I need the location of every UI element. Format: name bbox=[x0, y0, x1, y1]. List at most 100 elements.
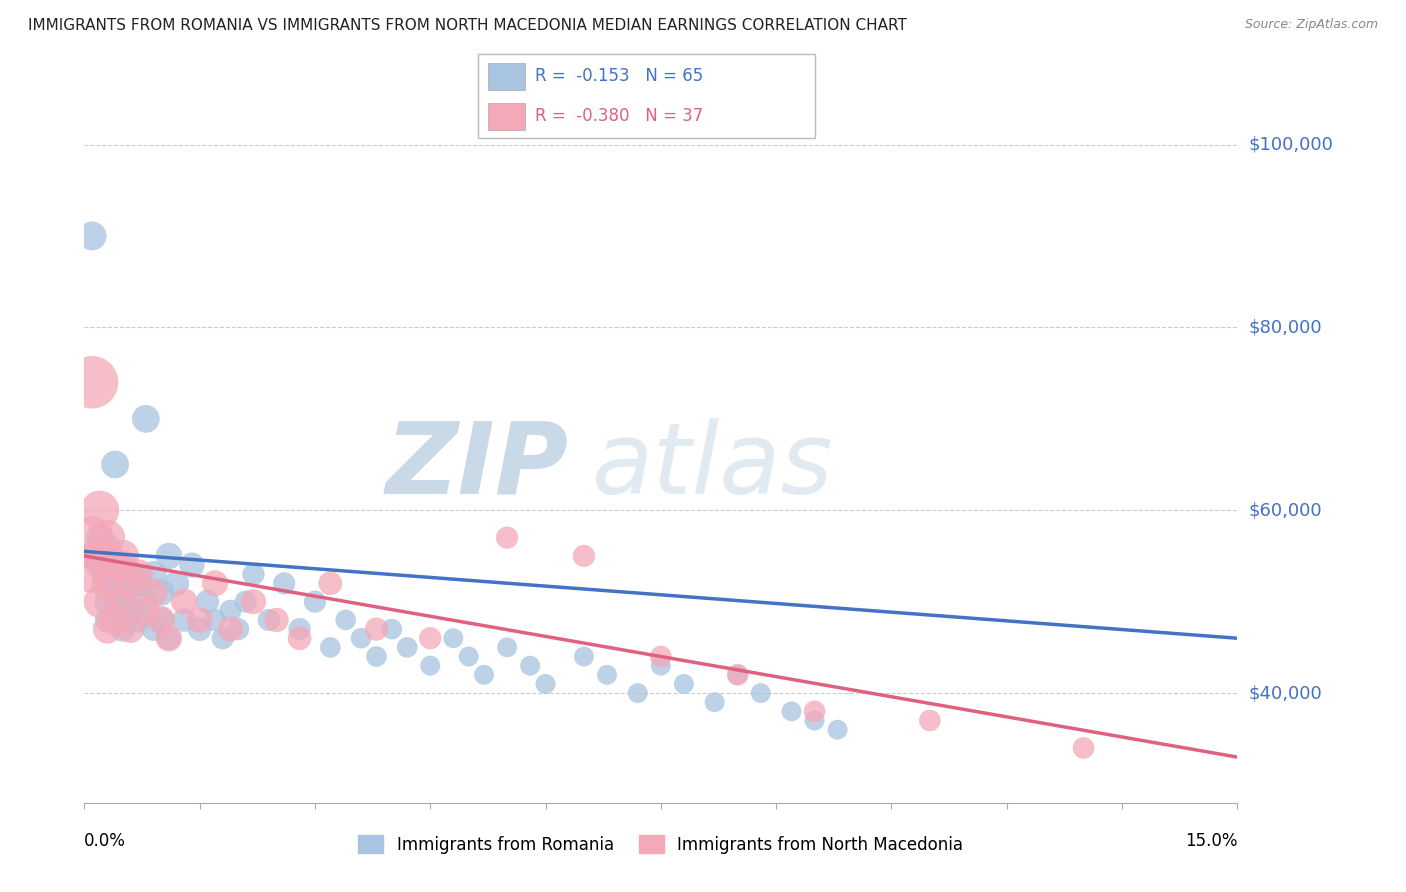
Text: R =  -0.380   N = 37: R = -0.380 N = 37 bbox=[536, 107, 703, 125]
Point bbox=[396, 640, 419, 655]
Point bbox=[381, 622, 404, 636]
Point bbox=[780, 704, 803, 718]
Point bbox=[257, 613, 280, 627]
Point bbox=[96, 613, 118, 627]
Point bbox=[104, 576, 127, 591]
Point bbox=[534, 677, 557, 691]
Point bbox=[211, 631, 233, 645]
Point bbox=[173, 594, 195, 608]
Point bbox=[111, 549, 134, 563]
Point bbox=[827, 723, 849, 737]
Point bbox=[496, 640, 519, 655]
Point bbox=[703, 695, 725, 709]
Point bbox=[96, 567, 118, 582]
Point bbox=[111, 594, 134, 608]
Point bbox=[104, 604, 127, 618]
Point bbox=[273, 576, 295, 591]
Point bbox=[472, 667, 495, 681]
Point bbox=[120, 622, 142, 636]
Point bbox=[366, 622, 388, 636]
Point bbox=[304, 594, 326, 608]
Point bbox=[419, 631, 441, 645]
Point bbox=[188, 622, 211, 636]
Point bbox=[127, 567, 149, 582]
Point bbox=[96, 540, 118, 554]
Point bbox=[96, 576, 118, 591]
Point bbox=[572, 649, 595, 664]
Point bbox=[519, 658, 541, 673]
Text: IMMIGRANTS FROM ROMANIA VS IMMIGRANTS FROM NORTH MACEDONIA MEDIAN EARNINGS CORRE: IMMIGRANTS FROM ROMANIA VS IMMIGRANTS FR… bbox=[28, 18, 907, 33]
Point bbox=[1073, 740, 1095, 755]
Text: $60,000: $60,000 bbox=[1249, 501, 1322, 519]
Point bbox=[89, 558, 111, 573]
Point bbox=[157, 631, 180, 645]
Point bbox=[80, 567, 103, 582]
Legend: Immigrants from Romania, Immigrants from North Macedonia: Immigrants from Romania, Immigrants from… bbox=[352, 829, 970, 860]
Point bbox=[173, 613, 195, 627]
Point bbox=[166, 576, 188, 591]
Point bbox=[242, 594, 264, 608]
Point bbox=[672, 677, 695, 691]
Text: R =  -0.153   N = 65: R = -0.153 N = 65 bbox=[536, 68, 703, 86]
Point bbox=[96, 622, 118, 636]
Point bbox=[135, 604, 157, 618]
Text: 0.0%: 0.0% bbox=[84, 832, 127, 850]
Point bbox=[650, 658, 672, 673]
Text: ZIP: ZIP bbox=[385, 417, 568, 515]
Point bbox=[335, 613, 357, 627]
Point bbox=[89, 594, 111, 608]
Point bbox=[195, 594, 218, 608]
Point bbox=[142, 585, 165, 599]
Text: atlas: atlas bbox=[592, 417, 834, 515]
Point bbox=[142, 567, 165, 582]
Point bbox=[135, 594, 157, 608]
Point bbox=[135, 411, 157, 425]
Point bbox=[918, 714, 941, 728]
Point bbox=[204, 613, 226, 627]
Point bbox=[120, 567, 142, 582]
Point bbox=[572, 549, 595, 563]
Point bbox=[266, 613, 288, 627]
Point bbox=[596, 667, 619, 681]
Point bbox=[366, 649, 388, 664]
Point bbox=[120, 576, 142, 591]
Text: $40,000: $40,000 bbox=[1249, 684, 1322, 702]
Point bbox=[157, 631, 180, 645]
Point bbox=[650, 649, 672, 664]
Point bbox=[219, 622, 242, 636]
Text: 15.0%: 15.0% bbox=[1185, 832, 1237, 850]
Text: Source: ZipAtlas.com: Source: ZipAtlas.com bbox=[1244, 18, 1378, 31]
Point bbox=[319, 576, 342, 591]
Point bbox=[419, 658, 441, 673]
Point bbox=[157, 549, 180, 563]
Point bbox=[242, 567, 264, 582]
Point bbox=[226, 622, 249, 636]
Point bbox=[188, 613, 211, 627]
Point bbox=[150, 613, 173, 627]
Point bbox=[235, 594, 257, 608]
Point bbox=[350, 631, 373, 645]
FancyBboxPatch shape bbox=[478, 54, 815, 138]
Point bbox=[803, 704, 825, 718]
Point bbox=[627, 686, 650, 700]
Bar bbox=[488, 62, 526, 90]
Point bbox=[727, 667, 749, 681]
Point bbox=[127, 576, 149, 591]
Point bbox=[150, 585, 173, 599]
Point bbox=[104, 458, 127, 472]
Point bbox=[127, 613, 149, 627]
Point bbox=[181, 558, 204, 573]
Point bbox=[111, 558, 134, 573]
Point bbox=[219, 604, 242, 618]
Point bbox=[89, 531, 111, 545]
Point bbox=[80, 375, 103, 389]
Point bbox=[89, 503, 111, 517]
Point bbox=[80, 228, 103, 243]
Bar bbox=[488, 103, 526, 130]
Point bbox=[150, 613, 173, 627]
Text: $80,000: $80,000 bbox=[1249, 318, 1322, 336]
Point bbox=[142, 622, 165, 636]
Point bbox=[104, 558, 127, 573]
Point bbox=[288, 622, 311, 636]
Point bbox=[104, 613, 127, 627]
